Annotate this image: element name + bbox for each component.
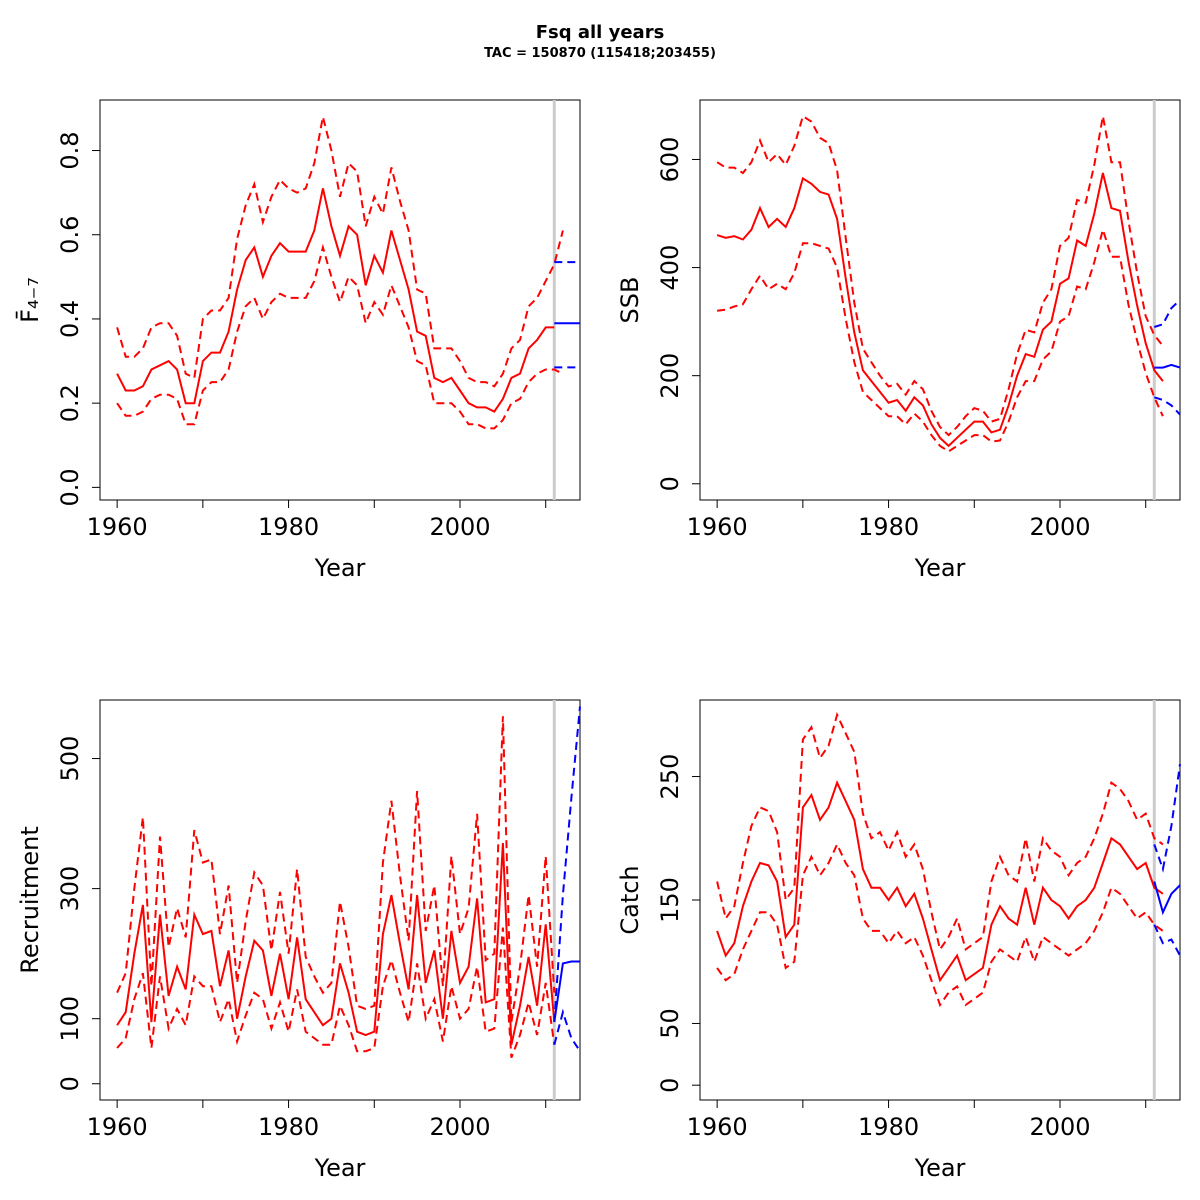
y-tick-label: 150 <box>656 877 684 923</box>
y-tick-label: 0 <box>656 1078 684 1093</box>
figure-title: Fsq all years <box>535 22 665 43</box>
x-tick-label: 2000 <box>1029 513 1090 541</box>
y-tick-label: 0.6 <box>56 216 84 254</box>
figure-title-block: Fsq all years TAC = 150870 (115418;20345… <box>0 22 1200 61</box>
x-tick-label: 1960 <box>87 513 148 541</box>
series-line-forecast-upper <box>1153 764 1181 873</box>
series-line-upper <box>116 716 556 1023</box>
x-tick-label: 2000 <box>429 1113 490 1141</box>
x-axis-title: Year <box>914 1154 966 1182</box>
y-tick-label: 100 <box>56 996 84 1042</box>
y-axis-title: SSB <box>616 277 644 324</box>
x-tick-label: 2000 <box>429 513 490 541</box>
series-line-estimate <box>116 188 555 413</box>
y-tick-label: 500 <box>56 736 84 782</box>
panel-ssb: 1960 1980 2000 0 200 400 600 Year SSB <box>616 99 1181 582</box>
y-tick-label: 300 <box>56 866 84 912</box>
series-line-forecast <box>1153 881 1181 916</box>
y-tick-label: 0.8 <box>56 131 84 169</box>
x-axis-title: Year <box>314 554 366 582</box>
x-tick-label: 1980 <box>258 513 319 541</box>
x-tick-label: 1980 <box>258 1113 319 1141</box>
x-tick-label: 1960 <box>687 513 748 541</box>
x-tick-label: 1960 <box>87 1113 148 1141</box>
y-axis-title: Recruitment <box>16 826 44 973</box>
x-tick-label: 1980 <box>858 1113 919 1141</box>
series-line-forecast-upper <box>553 706 581 1023</box>
figure-subtitle: TAC = 150870 (115418;203455) <box>484 46 716 61</box>
series-line-forecast-lower <box>1153 924 1181 957</box>
x-tick-label: 1980 <box>858 513 919 541</box>
y-tick-label: 0.4 <box>56 300 84 338</box>
series-line-forecast-lower <box>553 1008 581 1052</box>
x-tick-label: 2000 <box>1029 1113 1090 1141</box>
plot-frame <box>699 699 1181 1101</box>
series-line-upper <box>716 711 1164 952</box>
y-tick-label: 0.2 <box>56 384 84 422</box>
series-line-forecast-upper <box>1154 299 1181 328</box>
panel-recruitment: 1960 1980 2000 0 100 300 500 Year Recruitment <box>16 699 581 1182</box>
y-axis-title: Catch <box>616 865 644 934</box>
y-tick-label: 400 <box>656 245 684 291</box>
series-line-forecast <box>1154 363 1181 369</box>
y-axis-title: F̄₄₋₇ <box>15 277 44 323</box>
series-line-forecast-lower <box>1154 396 1181 416</box>
panel-catch: 1960 1980 2000 0 50 150 250 Year Catch <box>616 699 1181 1182</box>
plot-frame <box>99 99 581 501</box>
panel-f-mean: 1960 1980 2000 0.0 0.2 0.4 0.6 0.8 Year F̄₄₋₇ <box>15 99 581 582</box>
x-axis-title: Year <box>914 554 966 582</box>
y-tick-label: 200 <box>656 353 684 399</box>
y-tick-label: 600 <box>656 137 684 183</box>
plot-frame <box>99 699 581 1101</box>
y-tick-label: 0 <box>656 476 684 491</box>
series-line-upper <box>116 116 564 388</box>
series-line-estimate <box>116 843 556 1045</box>
series-line-lower <box>116 927 556 1059</box>
series-line-lower <box>716 226 1164 453</box>
series-line-estimate <box>716 780 1164 983</box>
x-tick-label: 1960 <box>687 1113 748 1141</box>
y-tick-label: 0 <box>56 1076 84 1091</box>
y-tick-label: 0.0 <box>56 468 84 506</box>
series-line-estimate <box>716 172 1164 448</box>
series-line-lower <box>116 243 564 430</box>
y-tick-label: 250 <box>656 754 684 800</box>
y-tick-label: 50 <box>656 1008 684 1039</box>
series-line-lower <box>716 842 1164 1008</box>
series-line-forecast <box>553 960 580 1023</box>
x-axis-title: Year <box>314 1154 366 1182</box>
series-line-upper <box>716 114 1164 437</box>
